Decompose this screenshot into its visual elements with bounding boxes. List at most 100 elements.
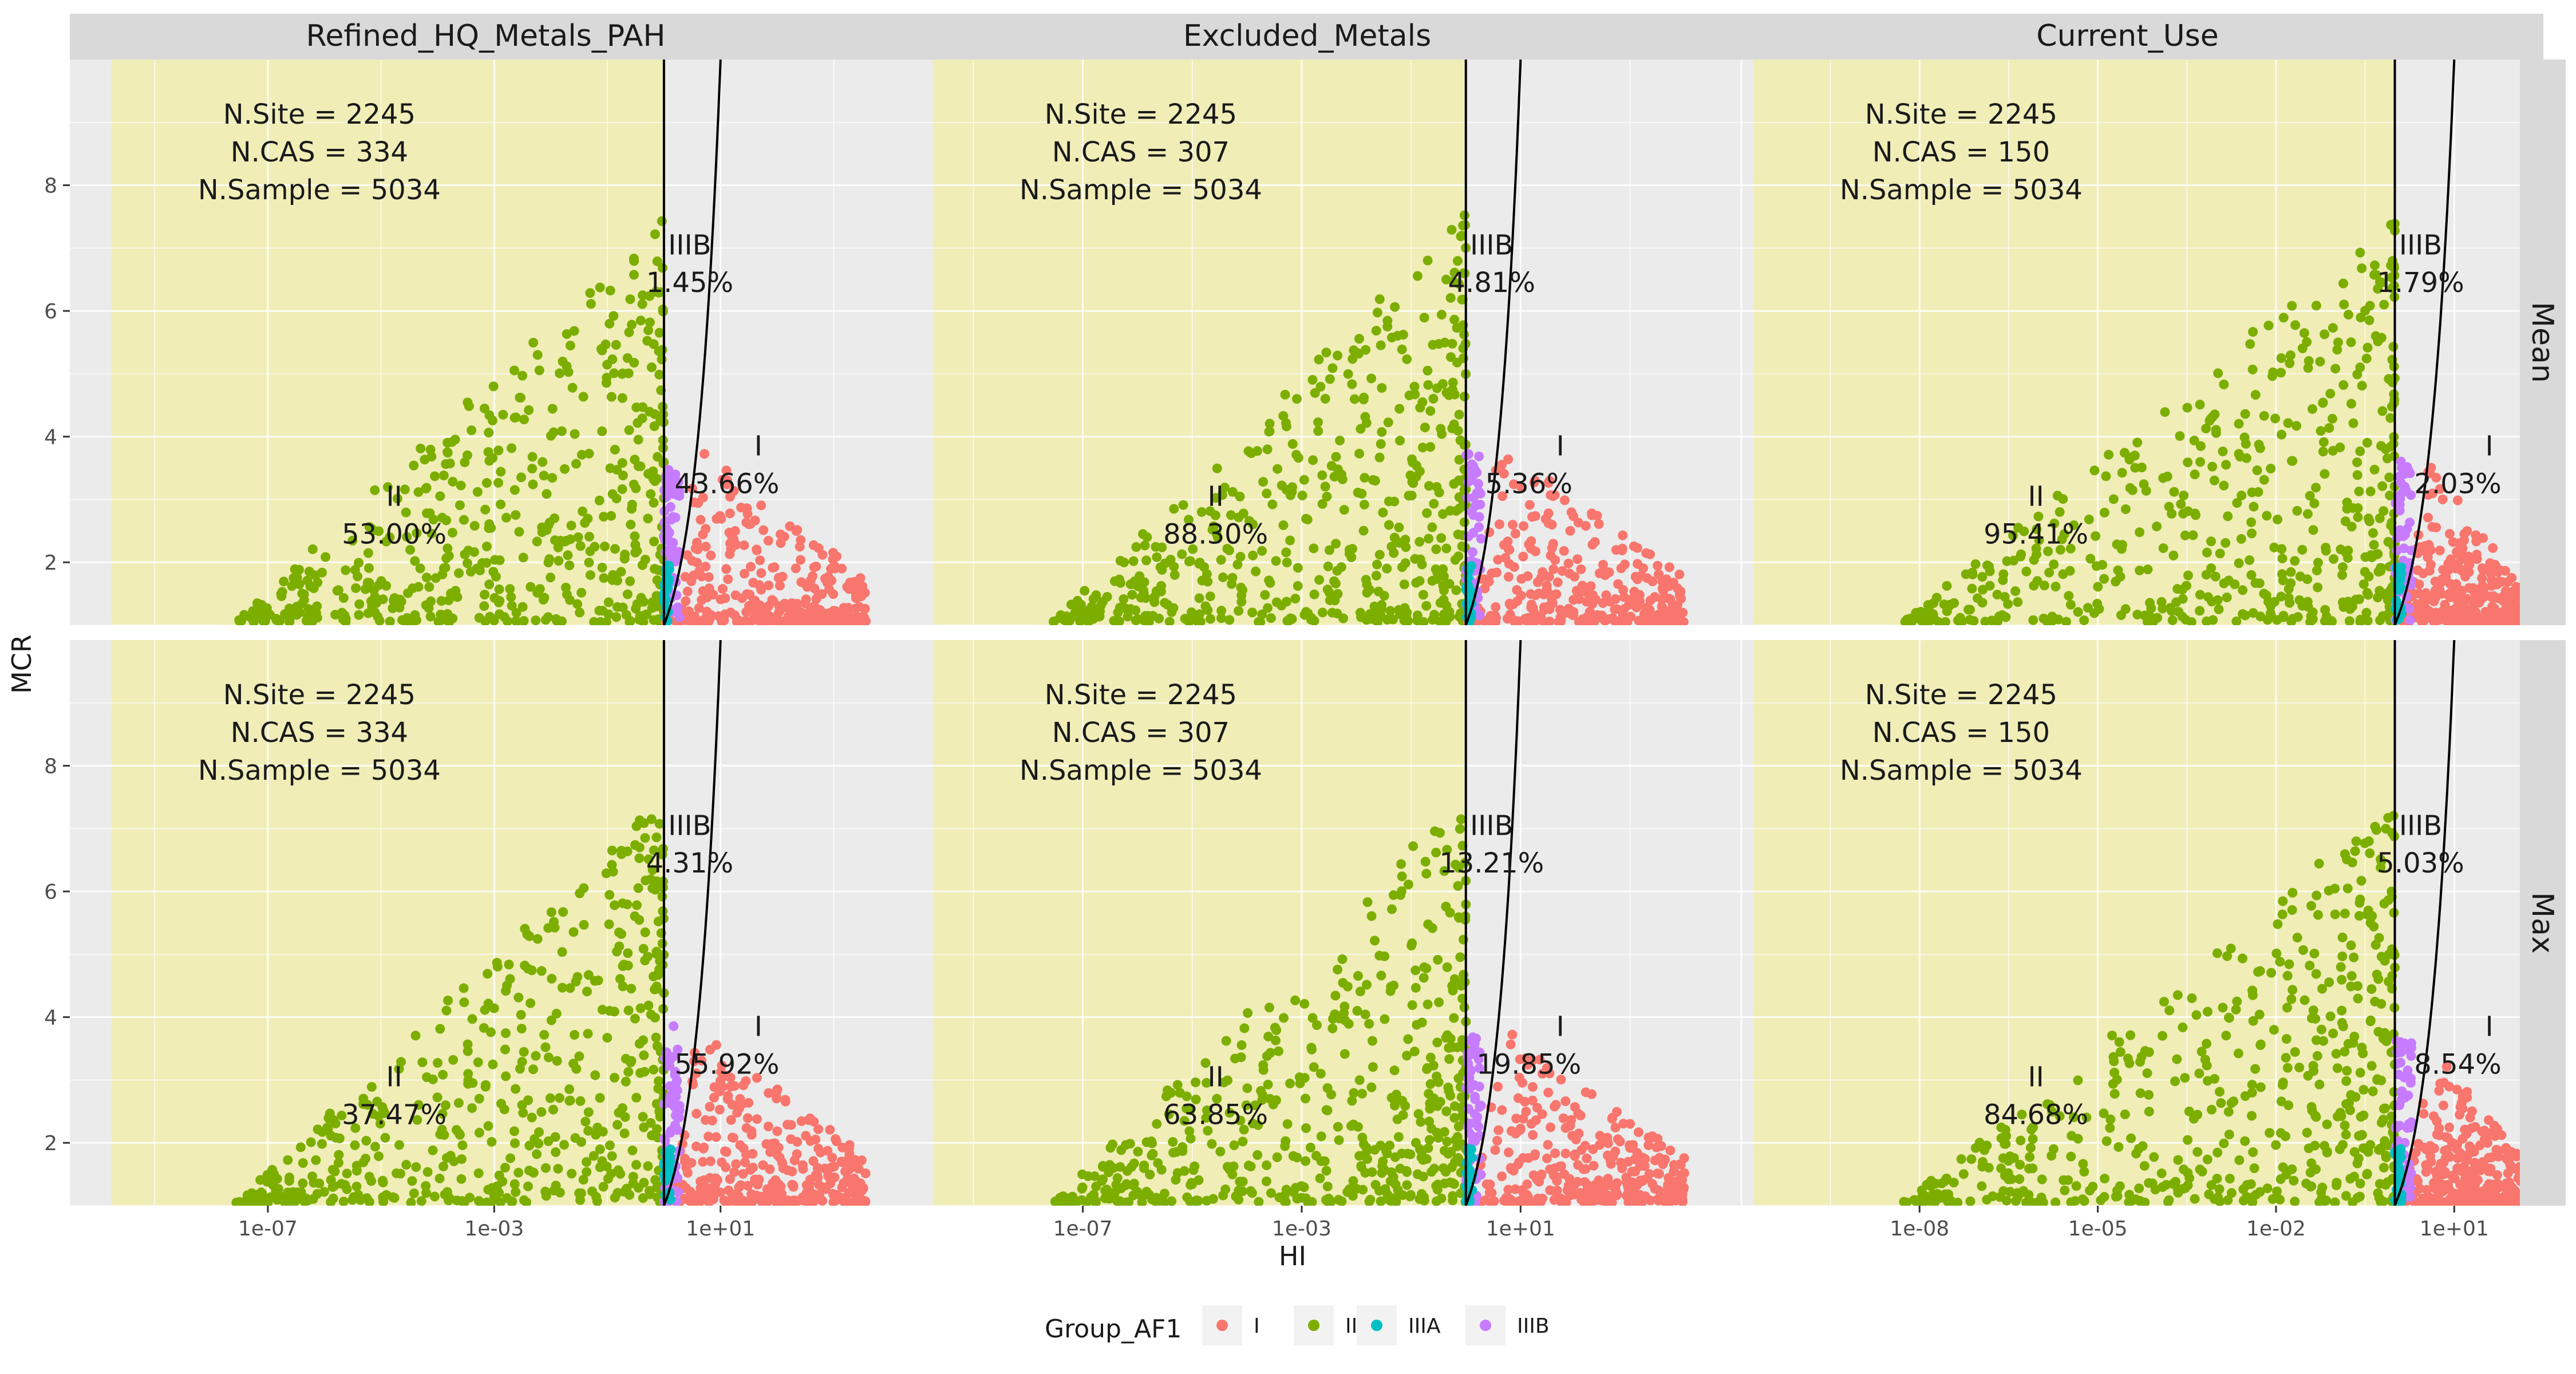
point-group-IIIB [673, 602, 683, 613]
region-label-I: I [754, 431, 762, 463]
point-group-II [1326, 1089, 1337, 1100]
point-group-II [638, 1112, 648, 1122]
point-group-II [598, 511, 609, 522]
point-group-I [1643, 1140, 1654, 1151]
point-group-I [710, 1173, 721, 1183]
point-group-I [1503, 1147, 1514, 1158]
point-group-II [523, 1181, 533, 1191]
annotation-n-site: N.Site = 2245 [1045, 679, 1237, 711]
point-group-II [1238, 1186, 1248, 1197]
point-group-II [650, 229, 660, 239]
point-group-II [631, 1160, 641, 1170]
point-group-II [1432, 1037, 1443, 1048]
point-group-II [321, 552, 331, 562]
point-group-II [330, 610, 341, 620]
point-group-II [2143, 564, 2153, 575]
point-group-II [504, 960, 514, 970]
point-group-II [234, 615, 244, 625]
point-group-I [698, 1190, 708, 1201]
point-group-I [811, 594, 821, 604]
point-group-II [619, 960, 629, 970]
point-group-II [1327, 363, 1338, 373]
point-group-II [548, 1104, 558, 1115]
point-group-II [623, 1005, 634, 1016]
point-group-II [1193, 1196, 1203, 1206]
point-group-I [1672, 600, 1682, 610]
point-group-II [2332, 345, 2342, 355]
point-group-I [1492, 1135, 1502, 1146]
point-group-II [2084, 514, 2094, 524]
point-group-II [2380, 444, 2391, 455]
point-group-II [546, 1015, 556, 1025]
point-group-II [2302, 574, 2313, 585]
region-label-IIIB: IIIB [1470, 229, 1513, 261]
point-group-II [1389, 548, 1399, 558]
point-group-II [1216, 613, 1226, 623]
point-group-II [2044, 567, 2055, 578]
point-group-II [1140, 540, 1150, 551]
point-group-II [432, 1058, 442, 1068]
point-group-II [2248, 1147, 2258, 1157]
point-group-I [1559, 546, 1569, 556]
point-group-II [1343, 369, 1353, 379]
point-group-II [627, 499, 637, 510]
point-group-II [1338, 978, 1348, 988]
point-group-IIIB [1468, 528, 1479, 538]
point-group-I [2460, 571, 2471, 582]
point-group-II [420, 455, 430, 465]
point-group-I [815, 1147, 825, 1158]
point-group-I [2445, 528, 2455, 539]
point-group-II [1377, 1168, 1387, 1178]
point-group-I [711, 1040, 721, 1050]
point-group-II [2340, 1047, 2350, 1057]
point-group-I [1678, 607, 1688, 618]
column-strip-Refined_HQ_Metals_PAH: Refined_HQ_Metals_PAH [70, 14, 902, 60]
point-group-II [1235, 1115, 1246, 1126]
point-group-II [381, 536, 392, 547]
point-group-II [1299, 1182, 1309, 1193]
point-group-II [484, 579, 495, 590]
point-group-I [850, 603, 860, 614]
point-group-II [635, 315, 646, 326]
point-group-II [2373, 974, 2384, 984]
point-group-I [682, 586, 693, 597]
point-group-IIIB [665, 1081, 675, 1091]
point-group-II [364, 1171, 374, 1182]
region-pct-II: 63.85% [1163, 1099, 1268, 1131]
point-group-II [2238, 585, 2248, 595]
point-group-II [2273, 919, 2283, 929]
point-group-II [2386, 220, 2396, 230]
point-group-II [612, 575, 622, 586]
point-group-II [283, 1155, 293, 1165]
point-group-II [2245, 339, 2255, 349]
point-group-II [388, 595, 398, 606]
annotation-n-sample: N.Sample = 5034 [1020, 174, 1262, 206]
region-pct-II: 53.00% [342, 518, 447, 550]
point-group-II [1186, 607, 1196, 617]
point-group-II [582, 1157, 592, 1167]
point-group-II [536, 1107, 547, 1117]
point-group-II [501, 1071, 511, 1081]
point-group-IIIB [661, 471, 671, 481]
point-group-II [576, 1188, 586, 1198]
point-group-II [1435, 828, 1445, 838]
point-group-II [2142, 1068, 2152, 1079]
point-group-II [473, 1168, 484, 1178]
point-group-II [1303, 1197, 1313, 1206]
point-group-II [1453, 881, 1463, 891]
point-group-II [634, 815, 645, 826]
point-group-II [1212, 1093, 1222, 1104]
point-group-II [1202, 1105, 1212, 1115]
point-group-II [634, 853, 645, 863]
point-group-II [1334, 1135, 1344, 1145]
point-group-II [1195, 609, 1205, 619]
point-group-I [1610, 1146, 1621, 1156]
point-group-II [1437, 429, 1447, 439]
point-group-II [624, 425, 634, 435]
point-group-I [1676, 1159, 1686, 1170]
point-group-II [599, 573, 609, 583]
point-group-I [2448, 537, 2458, 547]
point-group-I [823, 616, 833, 625]
point-group-I [725, 1081, 736, 1092]
point-group-II [374, 580, 384, 590]
